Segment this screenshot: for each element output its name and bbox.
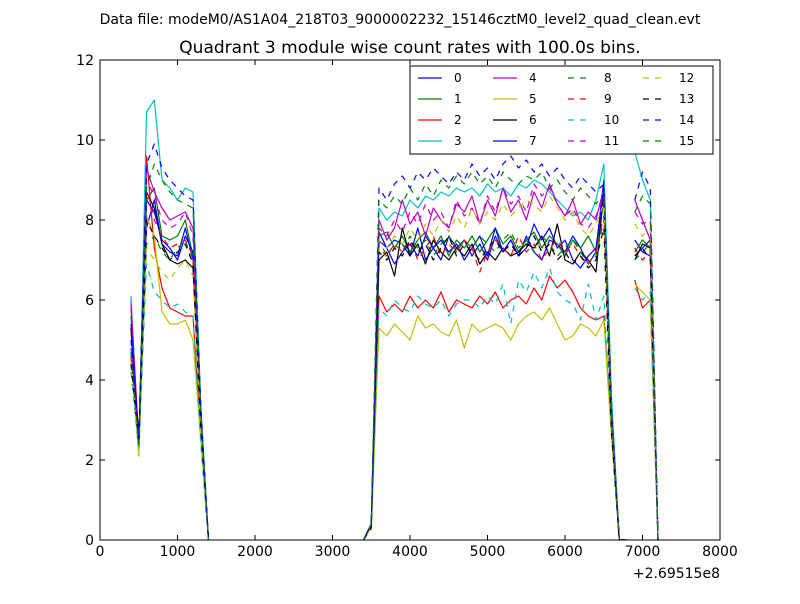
series-11-line <box>362 183 627 540</box>
series-3-line <box>362 163 627 540</box>
series-10-line <box>130 263 210 540</box>
y-tick-label: 6 <box>85 293 94 309</box>
legend-label-11: 11 <box>604 134 619 148</box>
legend-label-0: 0 <box>454 71 462 85</box>
series-13-line <box>362 227 627 540</box>
series-0-line <box>362 179 627 540</box>
series-6-line <box>130 191 210 540</box>
plot-layer <box>130 99 659 540</box>
legend-label-6: 6 <box>529 113 537 127</box>
axes-layer: 0 1000 2000 3000 4000 5000 6000 7000 80000246810… <box>76 53 738 560</box>
x-tick-label: 4000 <box>392 544 428 560</box>
legend-label-2: 2 <box>454 113 462 127</box>
series-lines <box>130 99 659 540</box>
legend-label-15: 15 <box>679 134 694 148</box>
series-10-line <box>362 267 627 540</box>
legend-label-13: 13 <box>679 92 694 106</box>
series-15-line <box>362 171 627 540</box>
legend-label-8: 8 <box>604 71 612 85</box>
legend-label-4: 4 <box>529 71 537 85</box>
series-9-line <box>362 215 627 540</box>
x-tick-label: 8000 <box>702 544 738 560</box>
x-tick-label: 0 <box>96 544 105 560</box>
y-tick-label: 10 <box>76 133 94 149</box>
series-14-line <box>130 143 210 540</box>
y-tick-label: 2 <box>85 453 94 469</box>
series-5-line <box>362 307 627 540</box>
series-2-line <box>362 275 627 540</box>
x-tick-label: 1000 <box>160 544 196 560</box>
series-8-line <box>362 219 627 540</box>
x-tick-label: 7000 <box>625 544 661 560</box>
y-tick-label: 4 <box>85 373 94 389</box>
y-tick-label: 8 <box>85 213 94 229</box>
legend-label-12: 12 <box>679 71 694 85</box>
series-15-line <box>130 163 210 540</box>
legend-label-7: 7 <box>529 134 537 148</box>
data-file-label: Data file: modeM0/AS1A04_218T03_90000022… <box>100 12 701 28</box>
legend-label-14: 14 <box>679 113 694 127</box>
x-tick-label: 5000 <box>470 544 506 560</box>
series-4-line <box>362 183 627 540</box>
x-tick-label: 2000 <box>237 544 273 560</box>
legend-label-5: 5 <box>529 92 537 106</box>
series-12-line <box>362 195 627 540</box>
series-15-line <box>634 195 659 540</box>
y-tick-label: 12 <box>76 53 94 69</box>
series-13-line <box>634 247 659 540</box>
series-14-line <box>634 171 659 540</box>
legend-box <box>409 65 714 155</box>
chart-title: Quadrant 3 module wise count rates with … <box>179 38 640 58</box>
y-tick-label: 0 <box>85 533 94 549</box>
legend-label-1: 1 <box>454 92 462 106</box>
x-tick-label: 3000 <box>315 544 351 560</box>
legend-label-9: 9 <box>604 92 612 106</box>
legend-label-10: 10 <box>604 113 619 127</box>
x-offset-label: +2.69515e8 <box>633 566 720 582</box>
legend-label-3: 3 <box>454 134 462 148</box>
series-14-line <box>362 155 627 540</box>
x-tick-label: 6000 <box>547 544 583 560</box>
